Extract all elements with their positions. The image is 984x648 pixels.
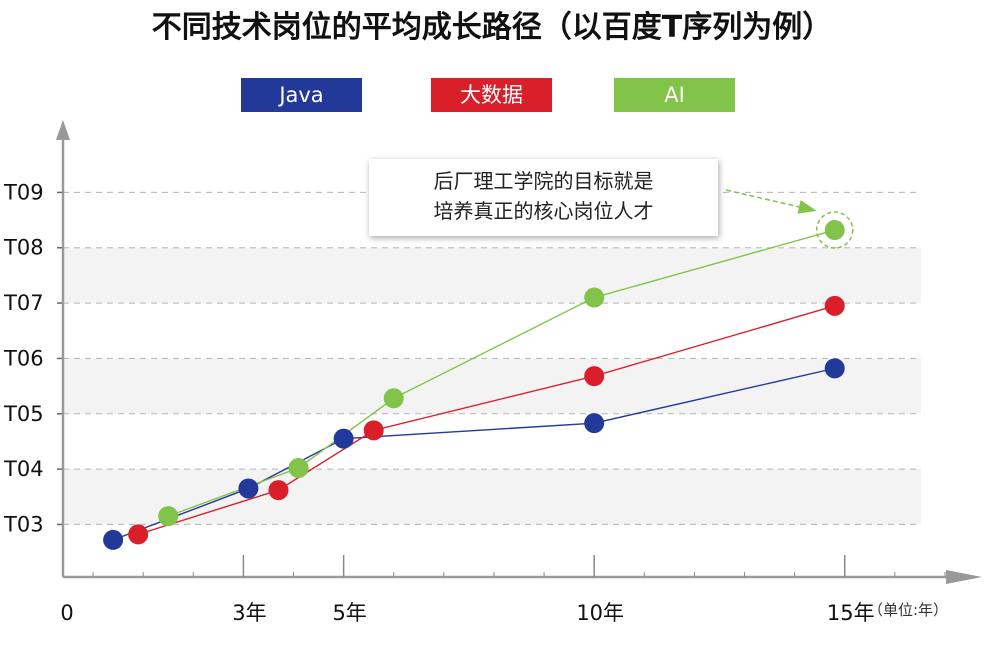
series-point-0: [333, 428, 354, 449]
x-axis-arrow: [946, 570, 982, 584]
y-tick-label: T07: [3, 291, 44, 315]
annotation-line-1: 后厂理工学院的目标就是: [433, 169, 654, 193]
legend-item-java[interactable]: Java: [241, 78, 362, 112]
series-point-2: [584, 287, 605, 308]
series-point-2: [383, 388, 404, 409]
x-tick-label: 10年: [576, 601, 624, 625]
series-point-0: [584, 413, 605, 434]
series-point-1: [268, 480, 289, 501]
x-tick-label: 0: [60, 601, 73, 625]
series-point-2: [158, 506, 179, 527]
series-point-1: [824, 295, 845, 316]
x-tick-label: 5年: [332, 601, 366, 625]
series-point-0: [238, 478, 259, 499]
series-point-0: [824, 358, 845, 379]
series-point-0: [103, 529, 124, 550]
y-tick-label: T06: [3, 346, 44, 370]
annotation-callout: 后厂理工学院的目标就是 培养真正的核心岗位人才: [369, 159, 718, 236]
x-unit-label: （单位:年）: [868, 601, 948, 619]
y-axis-arrow: [56, 120, 70, 140]
series-point-1: [128, 524, 149, 545]
y-tick-label: T04: [3, 457, 44, 481]
background-band: [63, 247, 921, 304]
x-tick-label: 15年: [827, 601, 875, 625]
series-point-2: [824, 220, 845, 241]
annotation-arrow-line: [725, 189, 813, 211]
y-tick-label: T03: [3, 512, 44, 536]
series-point-1: [584, 366, 605, 387]
y-tick-label: T08: [3, 236, 44, 260]
background-band: [63, 469, 921, 525]
highlight-ring: [815, 211, 854, 249]
y-tick-label: T09: [3, 180, 44, 204]
series-point-2: [288, 457, 309, 478]
background-band: [63, 358, 921, 414]
annotation-arrow-head: [797, 200, 817, 214]
y-tick-label: T05: [3, 402, 44, 426]
chart-title: 不同技术岗位的平均成长路径（以百度T序列为例）: [151, 10, 833, 45]
legend-item-bigdata[interactable]: 大数据: [431, 78, 552, 112]
x-tick-label: 3年: [232, 601, 266, 625]
series-point-1: [363, 420, 384, 441]
legend-item-ai[interactable]: AI: [614, 78, 735, 112]
annotation-line-2: 培养真正的核心岗位人才: [433, 199, 654, 223]
